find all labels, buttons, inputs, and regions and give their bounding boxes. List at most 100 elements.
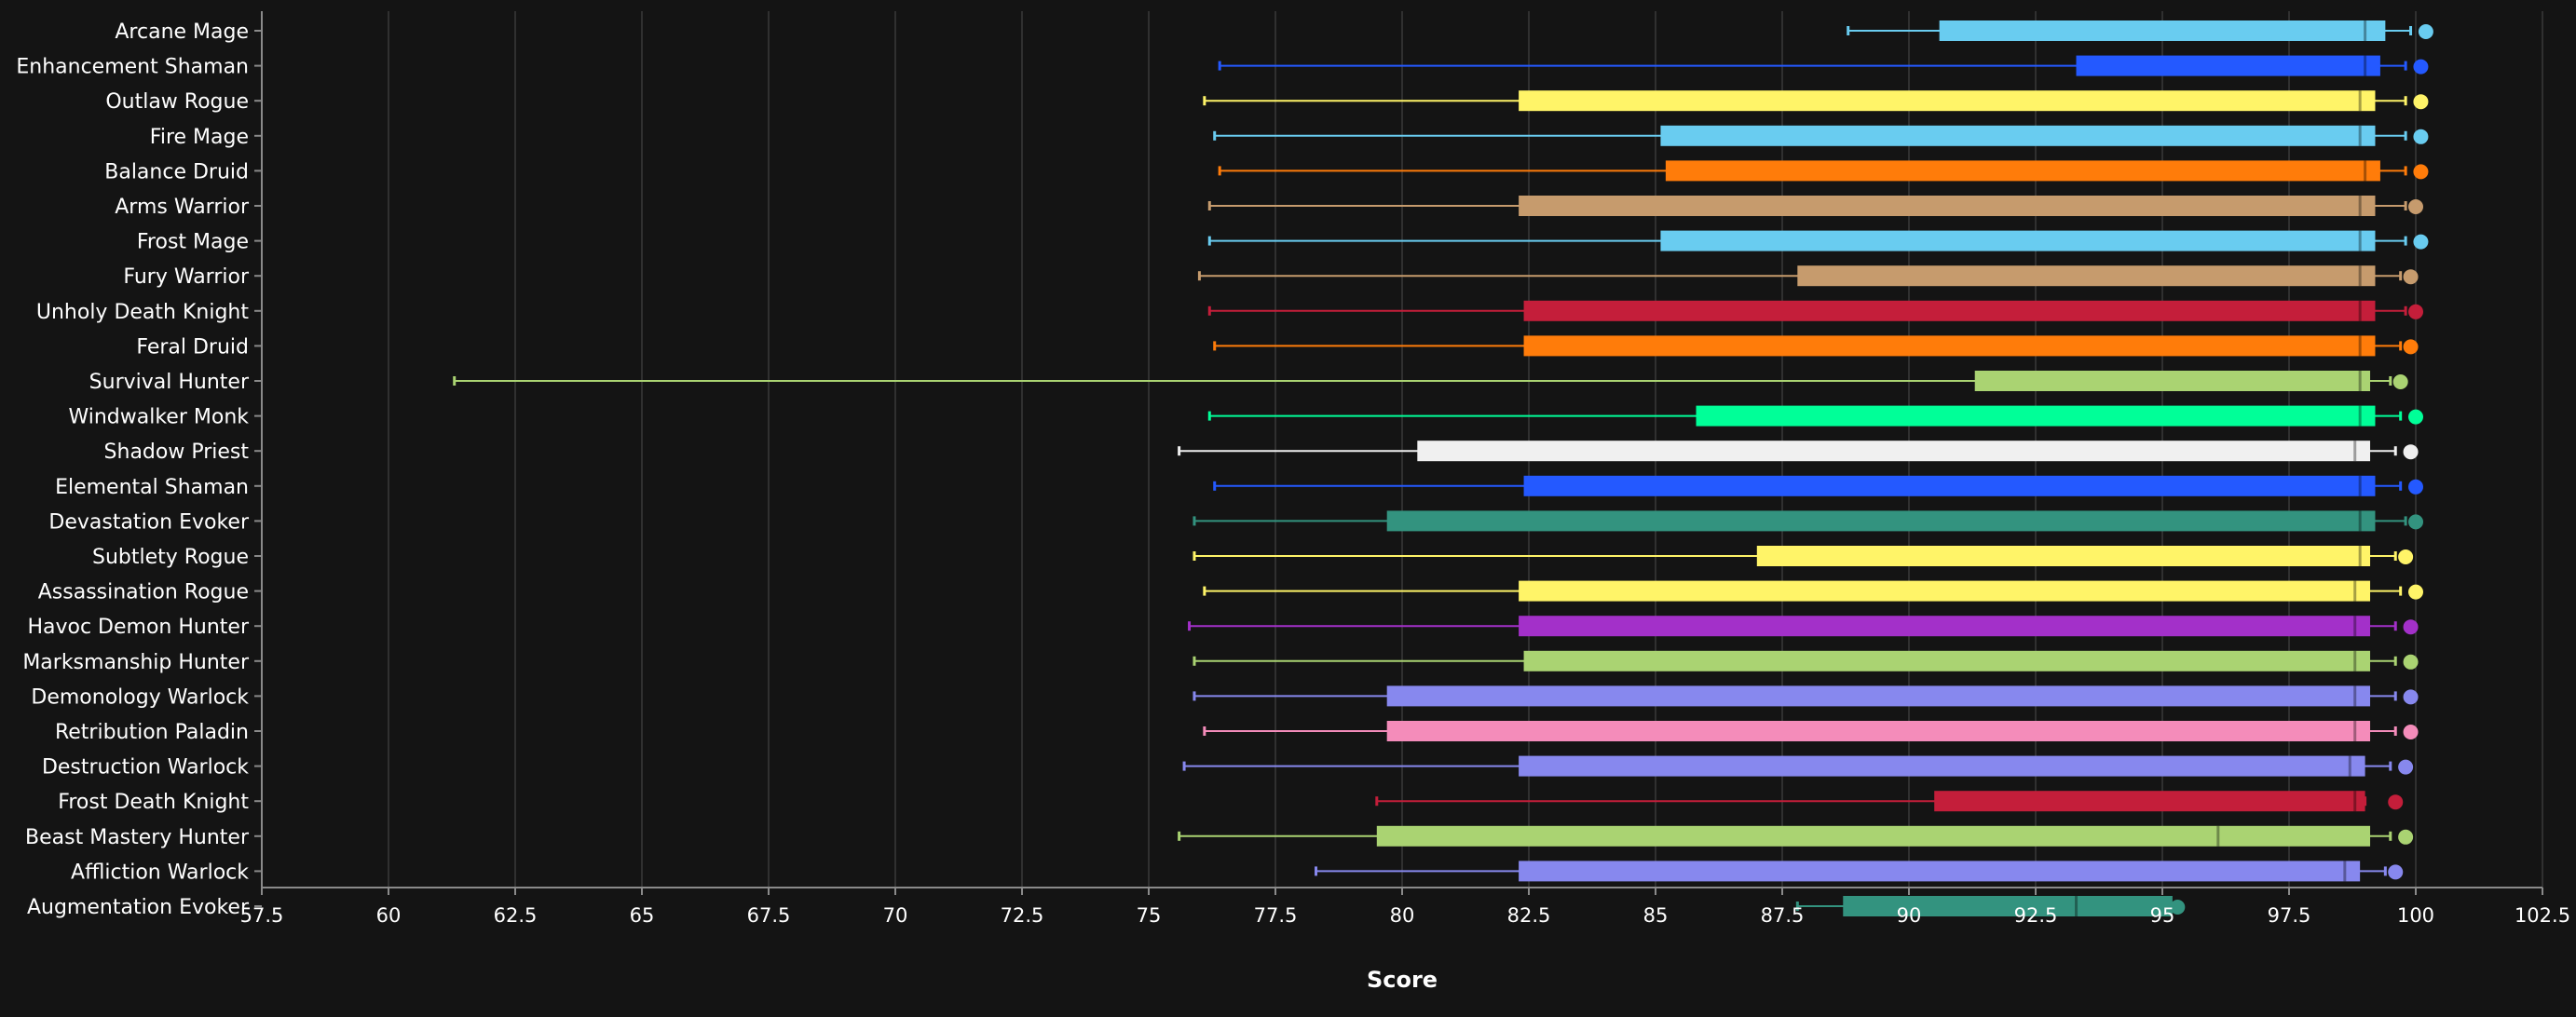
category-label: Elemental Shaman [55, 476, 249, 499]
outlier-point [2398, 549, 2414, 564]
x-tick-labels: 57.5 60 62.5 65 67.5 70 72.5 75 77.5 80 82.5 85 87.5… [240, 904, 2570, 927]
box-affliction-warlock [1315, 861, 2404, 882]
category-label: Assassination Rogue [38, 581, 249, 604]
x-tick-label: 62.5 [494, 904, 538, 927]
outlier-point [2388, 794, 2404, 810]
outlier-point [2408, 409, 2423, 425]
x-tick-label: 72.5 [1001, 904, 1044, 927]
box-iqr [1386, 685, 2371, 707]
outlier-point [2392, 374, 2408, 389]
category-label: Arms Warrior [115, 196, 250, 219]
category-label: Devastation Evoker [48, 510, 250, 534]
box-iqr [1519, 616, 2371, 637]
box-iqr [1665, 160, 2380, 182]
box-arcane-mage [1847, 20, 2433, 41]
box-iqr [1519, 196, 2376, 216]
outlier-point [2398, 829, 2414, 845]
box-outlaw-rogue [1203, 90, 2429, 112]
box-demonology-warlock [1193, 685, 2419, 707]
category-label: Subtlety Rogue [92, 546, 249, 569]
category-label: Frost Death Knight [58, 791, 249, 814]
box-iqr [1523, 300, 2376, 321]
x-axis-title: Score [1367, 967, 1438, 993]
box-subtlety-rogue [1193, 546, 2414, 566]
category-label: Frost Mage [137, 231, 249, 254]
x-tick-label: 102.5 [2515, 904, 2570, 927]
box-iqr [1519, 861, 2361, 882]
box-retribution-paladin [1203, 721, 2419, 741]
x-tick-label: 97.5 [2268, 904, 2311, 927]
box-iqr [1523, 650, 2371, 671]
category-label: Destruction Warlock [42, 756, 249, 780]
outlier-point [2408, 514, 2423, 530]
box-havoc-demon-hunter [1188, 616, 2419, 637]
outlier-point [2418, 24, 2433, 39]
box-iqr [1523, 335, 2376, 357]
outlier-point [2413, 59, 2429, 75]
category-label: Fury Warrior [123, 265, 250, 289]
axes [254, 11, 2543, 907]
category-label: Marksmanship Hunter [22, 651, 250, 674]
box-iqr [1660, 125, 2376, 146]
outlier-point [2170, 900, 2186, 915]
x-tick-label: 75 [1137, 904, 1162, 927]
box-iqr [1696, 405, 2376, 427]
category-label: Outlaw Rogue [105, 90, 249, 114]
category-label: Retribution Paladin [55, 721, 249, 744]
box-iqr [1417, 441, 2371, 462]
box-marksmanship-hunter [1193, 650, 2419, 671]
box-iqr [1519, 90, 2376, 112]
box-assassination-rogue [1203, 580, 2423, 602]
outlier-point [2403, 654, 2419, 670]
x-tick-label: 80 [1390, 904, 1415, 927]
category-label: Balance Druid [104, 160, 249, 183]
category-labels: Arcane Mage Enhancement Shaman Outlaw Rogu… [16, 20, 250, 919]
x-tick-label: 92.5 [2014, 904, 2058, 927]
box-iqr [1386, 721, 2371, 741]
x-tick-label: 60 [376, 904, 402, 927]
outlier-point [2403, 269, 2419, 285]
category-label: Survival Hunter [89, 371, 250, 394]
outlier-point [2413, 129, 2429, 144]
x-tick-label: 100 [2397, 904, 2434, 927]
outlier-point [2403, 444, 2419, 460]
box-enhancement-shaman [1218, 55, 2429, 76]
box-iqr [1376, 825, 2371, 847]
box-iqr [1523, 475, 2376, 496]
box-iqr [1974, 371, 2371, 391]
box-balance-druid [1218, 160, 2429, 182]
box-iqr [1939, 20, 2386, 41]
box-frost-death-knight [1375, 791, 2404, 812]
outlier-point [2388, 864, 2404, 880]
category-label: Affliction Warlock [71, 861, 249, 884]
box-fury-warrior [1197, 265, 2419, 287]
outlier-point [2413, 94, 2429, 110]
category-label: Unholy Death Knight [36, 301, 249, 324]
category-label: Havoc Demon Hunter [27, 616, 249, 639]
outlier-point [2413, 164, 2429, 180]
x-tick-label: 70 [883, 904, 908, 927]
box-feral-druid [1213, 335, 2419, 357]
box-augmentation-evoker [1795, 896, 2186, 916]
box-unholy-death-knight [1207, 300, 2423, 321]
x-tick-label: 57.5 [240, 904, 284, 927]
x-tick-label: 82.5 [1507, 904, 1551, 927]
box-frost-mage [1207, 230, 2429, 251]
category-label: Fire Mage [150, 126, 249, 149]
box-devastation-evoker [1193, 510, 2423, 532]
outlier-point [2408, 479, 2423, 495]
x-tick-label: 77.5 [1254, 904, 1298, 927]
box-iqr [1519, 755, 2365, 777]
box-iqr [1934, 791, 2365, 812]
box-fire-mage [1213, 125, 2429, 146]
category-label: Feral Druid [136, 335, 249, 359]
box-arms-warrior [1207, 196, 2423, 216]
box-destruction-warlock [1182, 755, 2414, 777]
category-label: Arcane Mage [115, 20, 249, 44]
box-shadow-priest [1178, 441, 2419, 462]
x-tick-label: 87.5 [1761, 904, 1805, 927]
outlier-point [2403, 689, 2419, 705]
x-tick-label: 90 [1897, 904, 1922, 927]
